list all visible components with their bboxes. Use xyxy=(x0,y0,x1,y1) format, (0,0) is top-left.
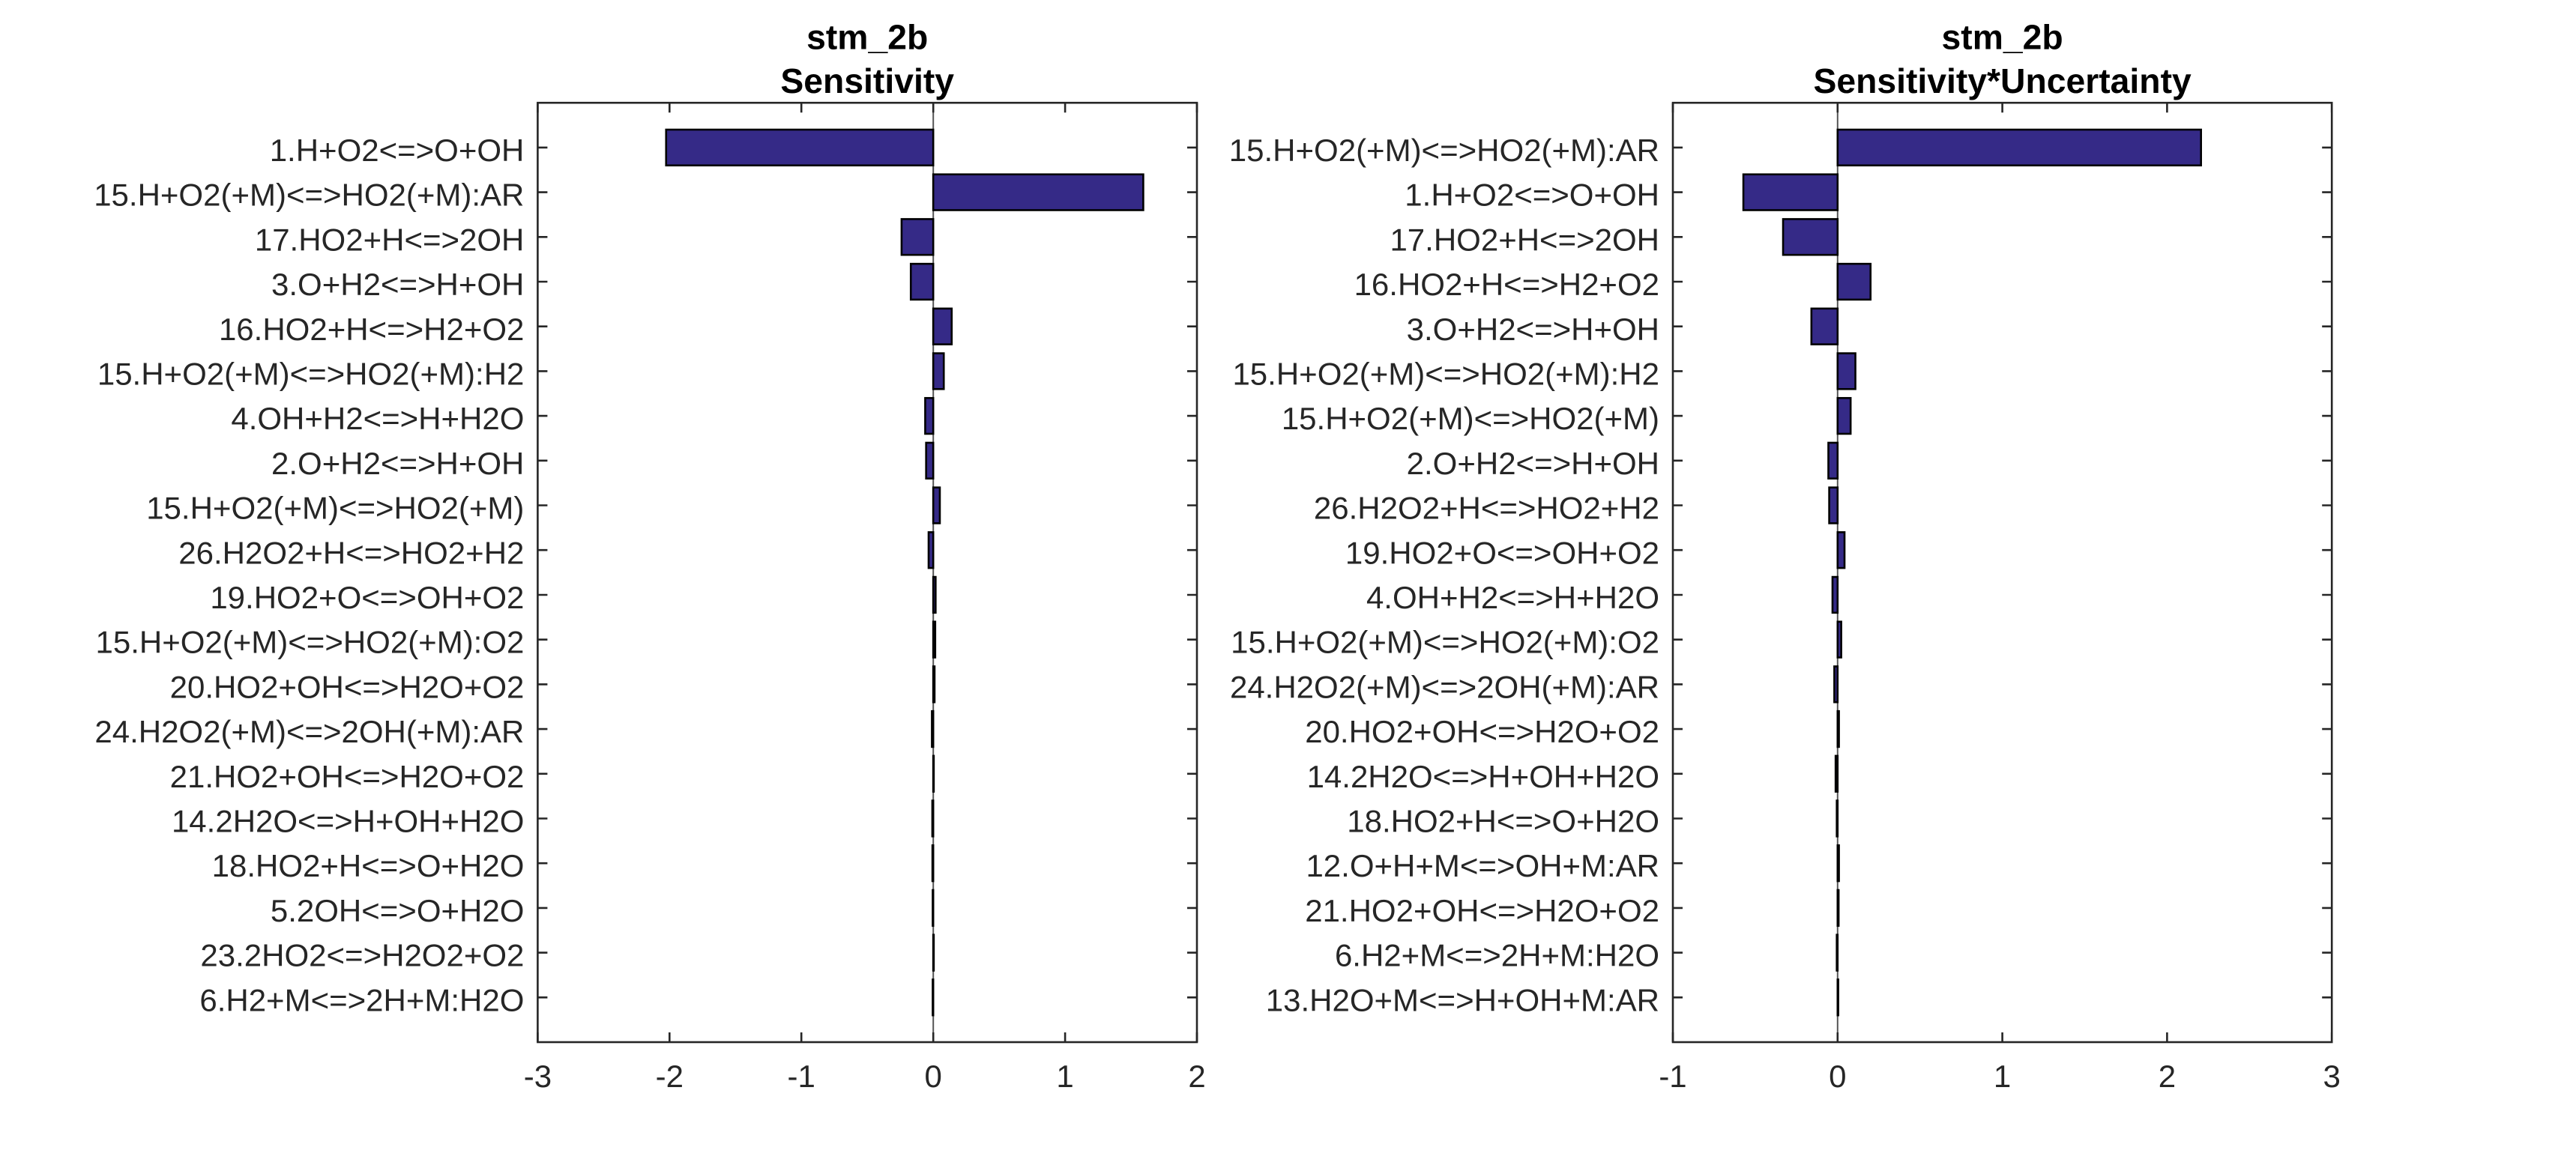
svg-text:15.H+O2(+M)<=>HO2(+M): 15.H+O2(+M)<=>HO2(+M) xyxy=(146,491,524,526)
svg-text:17.HO2+H<=>2OH: 17.HO2+H<=>2OH xyxy=(255,222,525,257)
svg-text:17.HO2+H<=>2OH: 17.HO2+H<=>2OH xyxy=(1390,222,1659,257)
svg-text:2: 2 xyxy=(1188,1059,1205,1094)
svg-text:12.O+H+M<=>OH+M:AR: 12.O+H+M<=>OH+M:AR xyxy=(1306,848,1659,883)
svg-text:Sensitivity: Sensitivity xyxy=(780,61,954,100)
svg-text:20.HO2+OH<=>H2O+O2: 20.HO2+OH<=>H2O+O2 xyxy=(1305,714,1659,749)
svg-text:21.HO2+OH<=>H2O+O2: 21.HO2+OH<=>H2O+O2 xyxy=(170,759,525,794)
svg-text:26.H2O2+H<=>HO2+H2: 26.H2O2+H<=>HO2+H2 xyxy=(1314,491,1659,526)
svg-text:-1: -1 xyxy=(1659,1059,1686,1094)
svg-text:5.2OH<=>O+H2O: 5.2OH<=>O+H2O xyxy=(271,893,525,928)
svg-text:2.O+H2<=>H+OH: 2.O+H2<=>H+OH xyxy=(1407,446,1659,481)
svg-text:15.H+O2(+M)<=>HO2(+M):O2: 15.H+O2(+M)<=>HO2(+M):O2 xyxy=(1231,625,1659,660)
svg-text:16.HO2+H<=>H2+O2: 16.HO2+H<=>H2+O2 xyxy=(1354,267,1659,302)
svg-text:24.H2O2(+M)<=>2OH(+M):AR: 24.H2O2(+M)<=>2OH(+M):AR xyxy=(1230,669,1659,704)
svg-text:14.2H2O<=>H+OH+H2O: 14.2H2O<=>H+OH+H2O xyxy=(1307,759,1659,794)
svg-text:19.HO2+O<=>OH+O2: 19.HO2+O<=>OH+O2 xyxy=(1345,535,1659,570)
svg-text:14.2H2O<=>H+OH+H2O: 14.2H2O<=>H+OH+H2O xyxy=(172,804,524,839)
svg-text:1: 1 xyxy=(1056,1059,1073,1094)
svg-text:3.O+H2<=>H+OH: 3.O+H2<=>H+OH xyxy=(271,267,524,302)
svg-text:15.H+O2(+M)<=>HO2(+M):H2: 15.H+O2(+M)<=>HO2(+M):H2 xyxy=(1232,357,1659,392)
svg-text:26.H2O2+H<=>HO2+H2: 26.H2O2+H<=>HO2+H2 xyxy=(178,535,524,570)
svg-text:0: 0 xyxy=(1829,1059,1846,1094)
svg-text:15.H+O2(+M)<=>HO2(+M):AR: 15.H+O2(+M)<=>HO2(+M):AR xyxy=(1229,133,1659,168)
svg-text:15.H+O2(+M)<=>HO2(+M):AR: 15.H+O2(+M)<=>HO2(+M):AR xyxy=(94,178,524,213)
svg-text:6.H2+M<=>2H+M:H2O: 6.H2+M<=>2H+M:H2O xyxy=(199,982,524,1017)
svg-text:15.H+O2(+M)<=>HO2(+M): 15.H+O2(+M)<=>HO2(+M) xyxy=(1282,401,1659,436)
svg-text:1: 1 xyxy=(1994,1059,2011,1094)
svg-text:-2: -2 xyxy=(656,1059,684,1094)
svg-text:1.H+O2<=>O+OH: 1.H+O2<=>O+OH xyxy=(1405,178,1659,213)
svg-text:13.H2O+M<=>H+OH+M:AR: 13.H2O+M<=>H+OH+M:AR xyxy=(1266,982,1659,1017)
svg-text:1.H+O2<=>O+OH: 1.H+O2<=>O+OH xyxy=(270,133,525,168)
svg-text:15.H+O2(+M)<=>HO2(+M):H2: 15.H+O2(+M)<=>HO2(+M):H2 xyxy=(97,357,525,392)
svg-text:-3: -3 xyxy=(524,1059,552,1094)
svg-text:6.H2+M<=>2H+M:H2O: 6.H2+M<=>2H+M:H2O xyxy=(1335,938,1659,973)
svg-text:4.OH+H2<=>H+H2O: 4.OH+H2<=>H+H2O xyxy=(231,401,524,436)
svg-text:20.HO2+OH<=>H2O+O2: 20.HO2+OH<=>H2O+O2 xyxy=(170,669,525,704)
svg-text:Sensitivity*Uncertainty: Sensitivity*Uncertainty xyxy=(1813,61,2192,100)
svg-text:2: 2 xyxy=(2159,1059,2176,1094)
svg-text:19.HO2+O<=>OH+O2: 19.HO2+O<=>OH+O2 xyxy=(210,580,524,615)
svg-text:15.H+O2(+M)<=>HO2(+M):O2: 15.H+O2(+M)<=>HO2(+M):O2 xyxy=(96,625,525,660)
svg-text:stm_2b: stm_2b xyxy=(806,18,928,57)
svg-text:16.HO2+H<=>H2+O2: 16.HO2+H<=>H2+O2 xyxy=(219,312,524,347)
svg-text:23.2HO2<=>H2O2+O2: 23.2HO2<=>H2O2+O2 xyxy=(200,938,524,973)
svg-text:18.HO2+H<=>O+H2O: 18.HO2+H<=>O+H2O xyxy=(1347,804,1659,839)
svg-text:-1: -1 xyxy=(788,1059,815,1094)
svg-text:18.HO2+H<=>O+H2O: 18.HO2+H<=>O+H2O xyxy=(212,848,525,883)
svg-text:3: 3 xyxy=(2323,1059,2341,1094)
svg-text:21.HO2+OH<=>H2O+O2: 21.HO2+OH<=>H2O+O2 xyxy=(1305,893,1659,928)
svg-text:24.H2O2(+M)<=>2OH(+M):AR: 24.H2O2(+M)<=>2OH(+M):AR xyxy=(94,714,524,749)
svg-text:0: 0 xyxy=(925,1059,942,1094)
svg-text:3.O+H2<=>H+OH: 3.O+H2<=>H+OH xyxy=(1407,312,1659,347)
svg-text:2.O+H2<=>H+OH: 2.O+H2<=>H+OH xyxy=(271,446,524,481)
svg-text:4.OH+H2<=>H+H2O: 4.OH+H2<=>H+H2O xyxy=(1366,580,1659,615)
svg-text:stm_2b: stm_2b xyxy=(1942,18,2063,57)
